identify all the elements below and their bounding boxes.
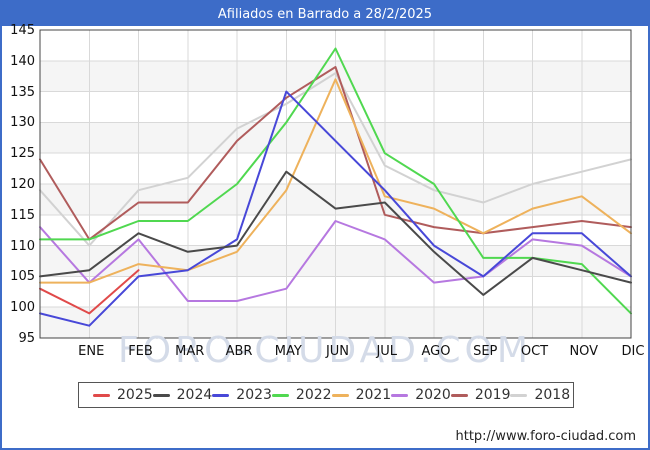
x-tick-JUL: JUL <box>376 344 398 359</box>
legend-label-2018: 2018 <box>534 387 571 403</box>
x-tick-MAR: MAR <box>175 344 205 359</box>
legend-swatch-2018 <box>510 393 528 397</box>
title-bar: Afiliados en Barrado a 28/2/2025 <box>2 2 648 26</box>
legend-item-2023[interactable]: 2023 <box>212 387 272 403</box>
x-tick-AGO: AGO <box>421 344 451 359</box>
legend-item-2020[interactable]: 2020 <box>391 387 451 403</box>
page-title: Afiliados en Barrado a 28/2/2025 <box>217 6 433 22</box>
x-tick-FEB: FEB <box>128 344 153 359</box>
x-tick-ENE: ENE <box>78 344 105 359</box>
series-line-2024 <box>39 170 632 296</box>
y-tick-110: 110 <box>10 238 35 254</box>
x-tick-SEP: SEP <box>473 344 498 359</box>
legend-swatch-2025 <box>93 393 110 397</box>
legend-swatch-2019 <box>450 393 468 397</box>
y-tick-125: 125 <box>10 146 35 162</box>
legend-label-2022: 2022 <box>295 387 332 403</box>
x-tick-MAY: MAY <box>274 344 302 359</box>
series-line-2018 <box>39 72 632 247</box>
y-tick-95: 95 <box>18 331 35 346</box>
legend-swatch-2024 <box>152 393 170 397</box>
legend-swatch-2020 <box>391 393 409 397</box>
legend-label-2021: 2021 <box>355 387 392 403</box>
legend-item-2024[interactable]: 2024 <box>152 387 213 403</box>
series-line-2020 <box>39 220 632 302</box>
footer-url-link[interactable]: http://www.foro-ciudad.com <box>455 429 636 444</box>
x-tick-NOV: NOV <box>569 344 599 359</box>
legend-item-2025[interactable]: 2025 <box>93 387 153 403</box>
legend-item-2019[interactable]: 2019 <box>450 387 511 403</box>
y-tick-130: 130 <box>10 115 35 131</box>
y-tick-100: 100 <box>10 300 35 316</box>
x-tick-JUN: JUN <box>325 344 350 359</box>
series-line-2023 <box>39 90 632 327</box>
legend-swatch-2021 <box>331 393 349 397</box>
y-tick-105: 105 <box>10 269 35 285</box>
legend-label-2019: 2019 <box>474 387 511 403</box>
y-tick-140: 140 <box>10 53 35 69</box>
legend-item-2021[interactable]: 2021 <box>331 387 392 403</box>
series-line-2019 <box>39 66 632 241</box>
legend: 2025 2024 2023 2022 2021 2020 2019 2018 <box>78 382 574 408</box>
y-tick-145: 145 <box>10 23 35 38</box>
legend-label-2023: 2023 <box>236 387 272 403</box>
y-tick-120: 120 <box>10 177 35 192</box>
series-line-2025 <box>39 269 140 315</box>
x-tick-OCT: OCT <box>520 344 549 359</box>
plot-border <box>39 29 632 339</box>
legend-label-2024: 2024 <box>176 387 213 403</box>
x-tick-DIC: DIC <box>621 344 645 359</box>
y-tick-135: 135 <box>10 84 35 100</box>
legend-item-2018[interactable]: 2018 <box>510 387 570 403</box>
series-line-2021 <box>39 78 632 284</box>
legend-label-2025: 2025 <box>117 387 153 403</box>
legend-label-2020: 2020 <box>415 387 451 403</box>
legend-item-2022[interactable]: 2022 <box>271 387 332 403</box>
x-tick-ABR: ABR <box>225 344 253 359</box>
legend-swatch-2023 <box>212 393 230 397</box>
legend-swatch-2022 <box>271 393 289 397</box>
y-tick-115: 115 <box>10 207 35 223</box>
